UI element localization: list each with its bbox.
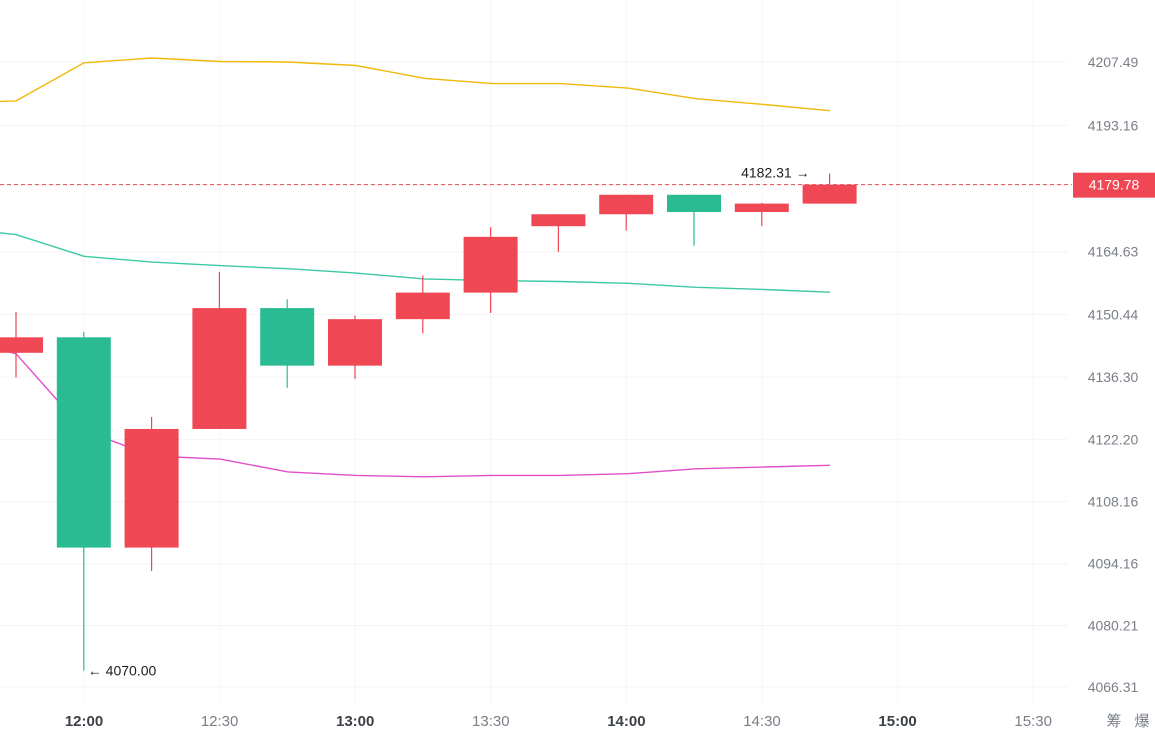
- candle-body: [260, 308, 315, 366]
- candle: [56, 332, 111, 671]
- moving-average-lines: [0, 57, 831, 478]
- liquidation-icon[interactable]: 爆: [1134, 713, 1149, 730]
- ma-line-2: [0, 232, 831, 293]
- x-tick-label: 12:00: [65, 713, 103, 730]
- candle: [192, 271, 247, 429]
- candle-body: [124, 428, 179, 548]
- low-annotation: ← 4070.00: [88, 663, 157, 679]
- candle: [395, 275, 450, 334]
- candle-body: [802, 184, 857, 204]
- y-tick-label: 4066.31: [1088, 679, 1139, 695]
- x-tick-label: 13:00: [336, 713, 374, 730]
- ma-line-1: [0, 57, 831, 112]
- candle-body: [56, 337, 111, 548]
- y-tick-label: 4207.49: [1088, 54, 1139, 70]
- candle: [802, 173, 857, 204]
- high-annotation: 4182.31 →: [741, 164, 810, 180]
- last-price-label: 4179.78: [1089, 177, 1140, 193]
- candle-body: [667, 194, 721, 213]
- candle: [599, 194, 654, 231]
- candle-body: [0, 337, 43, 353]
- candle: [328, 315, 382, 379]
- last-price-badge: [1073, 172, 1155, 198]
- candle-body: [328, 319, 382, 366]
- y-tick-label: 4094.16: [1088, 556, 1139, 572]
- grid-lines: [0, 61, 1068, 688]
- x-tick-label: 15:00: [878, 713, 916, 730]
- y-tick-label: 4193.16: [1088, 117, 1139, 133]
- y-tick-label: 4122.20: [1088, 432, 1139, 448]
- candle: [734, 202, 789, 227]
- candle: [260, 299, 315, 388]
- candle-body: [599, 194, 654, 215]
- y-tick-label: 4150.44: [1088, 307, 1139, 323]
- candle-body: [395, 292, 450, 320]
- candle-body: [531, 214, 586, 227]
- candle: [124, 416, 179, 572]
- x-tick-label: 13:30: [472, 713, 510, 730]
- candle: [0, 312, 43, 378]
- x-axis: 12:00 12:30 13:00 13:30 14:00 14:30 15:00 15:30: [65, 713, 1052, 730]
- y-tick-label: 4164.63: [1088, 244, 1139, 260]
- candles: [0, 173, 857, 671]
- annotations: 4179.78 4182.31 → ← 4070.00: [0, 164, 1155, 679]
- x-tick-label: 15:30: [1014, 713, 1052, 730]
- candle-body: [192, 308, 247, 429]
- y-tick-label: 4136.30: [1088, 369, 1139, 385]
- candle-body: [734, 203, 789, 213]
- chips-icon[interactable]: 筹: [1106, 713, 1121, 730]
- y-axis: 4207.49 4193.16 4164.63 4150.44 4136.30 4122.…: [1088, 54, 1139, 695]
- footer-icons[interactable]: 筹爆: [1106, 713, 1149, 730]
- y-tick-label: 4080.21: [1088, 617, 1139, 633]
- candle: [463, 227, 518, 313]
- x-tick-label: 14:00: [607, 713, 645, 730]
- candle-body: [463, 236, 518, 293]
- x-tick-label: 14:30: [743, 713, 781, 730]
- candle: [531, 214, 586, 252]
- candle: [667, 194, 721, 246]
- ma-line-3: [0, 349, 831, 478]
- y-tick-label: 4108.16: [1088, 494, 1139, 510]
- x-tick-label: 12:30: [201, 713, 239, 730]
